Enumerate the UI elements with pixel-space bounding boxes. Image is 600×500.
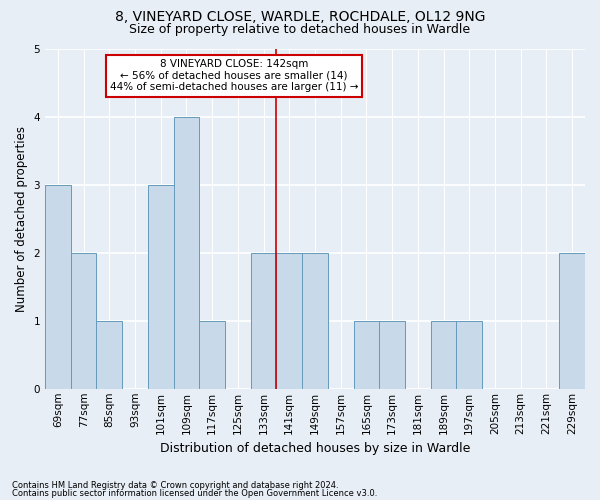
Text: Size of property relative to detached houses in Wardle: Size of property relative to detached ho… [130,22,470,36]
Text: 8 VINEYARD CLOSE: 142sqm
← 56% of detached houses are smaller (14)
44% of semi-d: 8 VINEYARD CLOSE: 142sqm ← 56% of detach… [110,59,358,92]
Bar [71,253,97,389]
X-axis label: Distribution of detached houses by size in Wardle: Distribution of detached houses by size … [160,442,470,455]
Text: Contains public sector information licensed under the Open Government Licence v3: Contains public sector information licen… [12,488,377,498]
Bar [353,321,379,389]
Bar [173,117,199,389]
Bar [199,321,225,389]
Bar [277,253,302,389]
Bar [431,321,457,389]
Bar [251,253,277,389]
Bar [302,253,328,389]
Bar [457,321,482,389]
Bar [559,253,585,389]
Bar [97,321,122,389]
Y-axis label: Number of detached properties: Number of detached properties [15,126,28,312]
Bar [148,185,173,389]
Text: 8, VINEYARD CLOSE, WARDLE, ROCHDALE, OL12 9NG: 8, VINEYARD CLOSE, WARDLE, ROCHDALE, OL1… [115,10,485,24]
Text: Contains HM Land Registry data © Crown copyright and database right 2024.: Contains HM Land Registry data © Crown c… [12,481,338,490]
Bar [379,321,405,389]
Bar [45,185,71,389]
